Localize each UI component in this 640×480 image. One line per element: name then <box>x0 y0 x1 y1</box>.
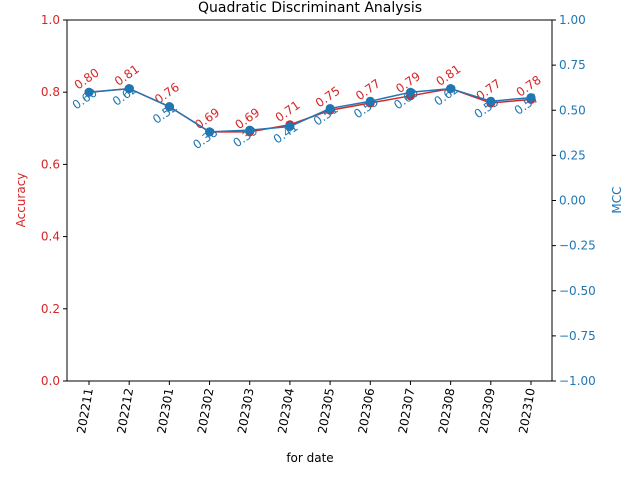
data-point-right <box>164 102 174 112</box>
data-point-right <box>245 125 255 135</box>
data-label-right: 0.39 <box>230 123 260 150</box>
data-point-right <box>405 87 415 97</box>
data-point-right <box>486 96 496 106</box>
data-point-right <box>285 121 295 131</box>
data-label-right: 0.60 <box>70 86 100 113</box>
data-point-right <box>205 127 215 137</box>
data-label-right: 0.55 <box>472 95 502 122</box>
left-tick-label: 1.0 <box>41 13 60 27</box>
right-tick-label: −0.75 <box>559 329 596 343</box>
data-point-right <box>526 93 536 103</box>
x-tick-label: 202305 <box>315 387 337 435</box>
data-label-right: 0.62 <box>431 82 461 109</box>
plot-frame <box>66 19 553 382</box>
left-tick-label: 0.8 <box>41 85 60 99</box>
data-point-right <box>84 87 94 97</box>
data-label-right: 0.62 <box>110 82 140 109</box>
x-tick-label: 202309 <box>476 387 498 435</box>
x-tick-label: 202306 <box>355 387 377 435</box>
left-tick-label: 0.2 <box>41 302 60 316</box>
left-axis-label: Accuracy <box>14 173 28 228</box>
x-tick-label: 202303 <box>235 387 257 435</box>
chart-title: Quadratic Discriminant Analysis <box>198 0 422 16</box>
left-tick-label: 0.4 <box>41 230 60 244</box>
x-axis-label: for date <box>286 451 333 465</box>
data-point-right <box>325 103 335 113</box>
data-label-right: 0.57 <box>512 91 542 118</box>
right-tick-label: 0.50 <box>559 103 586 117</box>
right-axis-label: MCC <box>610 186 624 213</box>
data-point-right <box>446 84 456 94</box>
data-point-right <box>124 84 134 94</box>
x-tick-label: 202310 <box>516 387 538 435</box>
data-label-left: 0.71 <box>273 98 303 125</box>
x-tick-label: 202301 <box>155 387 177 435</box>
data-point-right <box>365 96 375 106</box>
data-label-right: 0.51 <box>311 102 341 129</box>
right-tick-label: 0.25 <box>559 148 586 162</box>
series-line-right <box>88 87 532 133</box>
right-tick-label: 0.75 <box>559 58 586 72</box>
left-tick-label: 0.0 <box>41 374 60 388</box>
x-tick-label: 202308 <box>436 387 458 435</box>
x-tick-label: 202304 <box>275 387 297 435</box>
right-tick-label: −1.00 <box>559 374 596 388</box>
right-tick-label: 1.00 <box>559 13 586 27</box>
x-tick-label: 202211 <box>74 387 96 435</box>
x-tick-label: 202212 <box>114 387 136 435</box>
right-tick-label: −0.50 <box>559 284 596 298</box>
right-tick-label: 0.00 <box>559 194 586 208</box>
x-tick-label: 202302 <box>195 387 217 435</box>
x-tick-label: 202307 <box>396 387 418 435</box>
left-tick-label: 0.6 <box>41 157 60 171</box>
data-label-right: 0.38 <box>190 125 220 152</box>
data-label-right: 0.55 <box>351 95 381 122</box>
right-tick-label: −0.25 <box>559 239 596 253</box>
data-label-right: 0.52 <box>150 100 180 127</box>
